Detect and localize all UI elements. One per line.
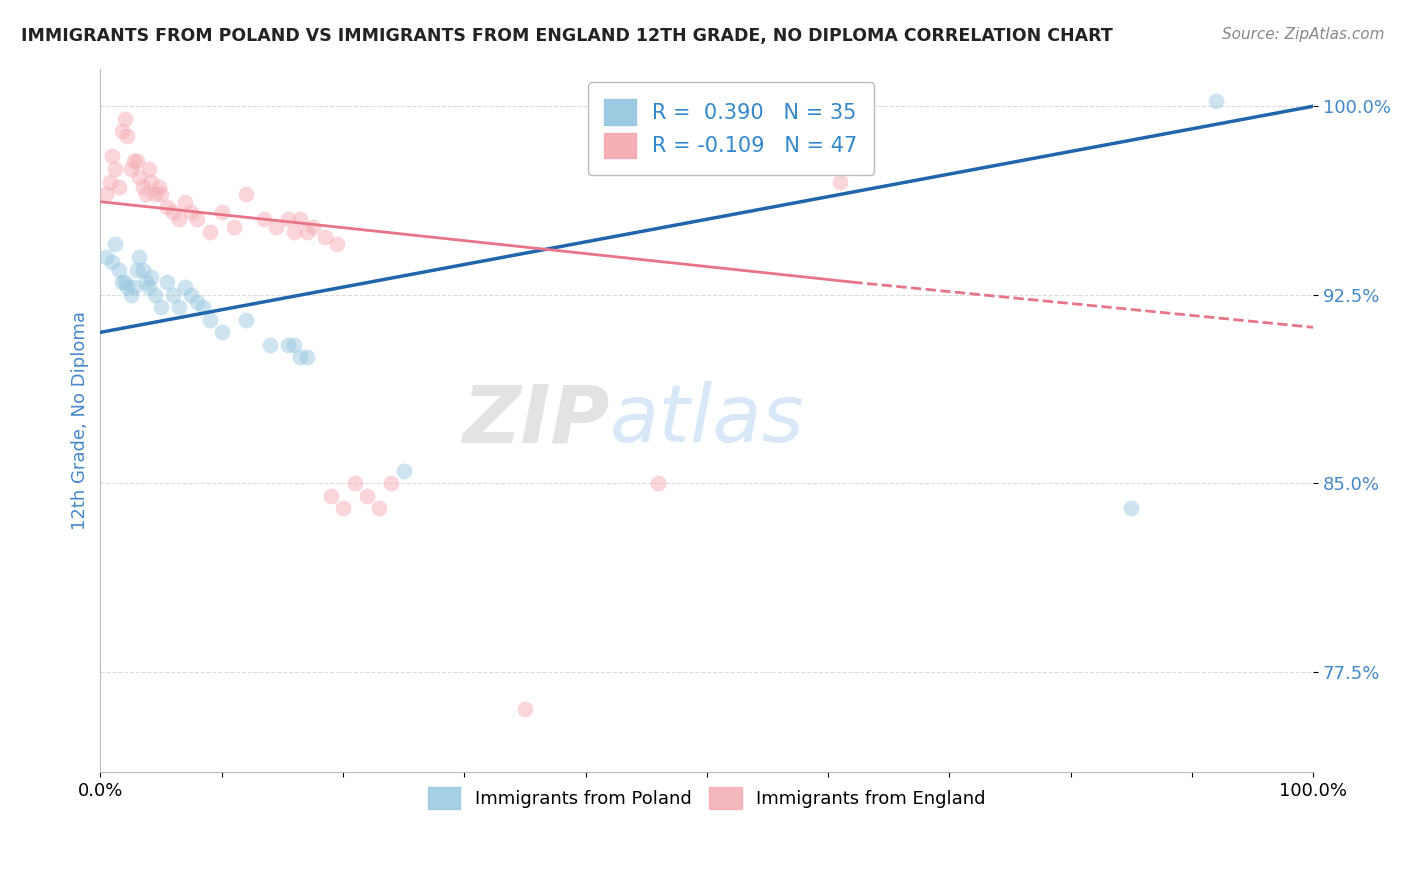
Point [332, 501, 354, 516]
Point [186, 295, 208, 310]
Point [114, 112, 136, 126]
Point [143, 287, 166, 301]
Point [120, 161, 142, 176]
Point [253, 212, 276, 227]
Point [174, 280, 197, 294]
Point [513, 702, 536, 716]
Point [259, 338, 281, 352]
Point [392, 464, 415, 478]
Point [104, 237, 127, 252]
Point [125, 154, 148, 169]
Point [138, 280, 160, 294]
Point [277, 338, 299, 352]
Point [235, 313, 257, 327]
Point [125, 262, 148, 277]
Point [135, 275, 157, 289]
Point [283, 338, 305, 352]
Point [235, 187, 257, 202]
Point [198, 313, 221, 327]
Point [107, 179, 129, 194]
Point [111, 124, 134, 138]
Point [156, 200, 179, 214]
Legend: Immigrants from Poland, Immigrants from England: Immigrants from Poland, Immigrants from … [420, 780, 993, 816]
Point [167, 212, 190, 227]
Point [141, 175, 163, 189]
Point [319, 489, 342, 503]
Point [180, 204, 202, 219]
Point [180, 287, 202, 301]
Point [314, 230, 336, 244]
Point [143, 187, 166, 202]
Point [150, 187, 173, 202]
Point [647, 476, 669, 491]
Point [1121, 501, 1143, 516]
Point [128, 250, 150, 264]
Point [156, 275, 179, 289]
Point [290, 351, 312, 365]
Point [290, 212, 312, 227]
Text: atlas: atlas [610, 381, 804, 459]
Point [96, 187, 118, 202]
Point [295, 225, 318, 239]
Text: IMMIGRANTS FROM POLAND VS IMMIGRANTS FROM ENGLAND 12TH GRADE, NO DIPLOMA CORRELA: IMMIGRANTS FROM POLAND VS IMMIGRANTS FRO… [21, 27, 1112, 45]
Point [198, 225, 221, 239]
Point [295, 351, 318, 365]
Point [120, 287, 142, 301]
Point [301, 219, 323, 234]
Point [141, 270, 163, 285]
Point [101, 255, 124, 269]
Point [148, 179, 170, 194]
Point [193, 300, 215, 314]
Point [211, 204, 233, 219]
Point [150, 300, 173, 314]
Point [186, 212, 208, 227]
Point [124, 154, 146, 169]
Y-axis label: 12th Grade, No Diploma: 12th Grade, No Diploma [72, 310, 89, 530]
Point [96, 250, 118, 264]
Point [1205, 94, 1227, 108]
Point [344, 476, 367, 491]
Point [114, 275, 136, 289]
Point [283, 225, 305, 239]
Point [115, 280, 138, 294]
Point [162, 287, 184, 301]
Point [380, 476, 402, 491]
Point [222, 219, 245, 234]
Point [124, 280, 146, 294]
Point [167, 300, 190, 314]
Point [368, 501, 391, 516]
Text: Source: ZipAtlas.com: Source: ZipAtlas.com [1222, 27, 1385, 42]
Point [326, 237, 349, 252]
Point [98, 175, 121, 189]
Point [104, 161, 127, 176]
Point [132, 179, 155, 194]
Point [111, 275, 134, 289]
Point [264, 219, 287, 234]
Point [277, 212, 299, 227]
Point [135, 187, 157, 202]
Point [211, 326, 233, 340]
Point [132, 262, 155, 277]
Point [162, 204, 184, 219]
Point [101, 149, 124, 163]
Point [107, 262, 129, 277]
Point [174, 194, 197, 209]
Point [356, 489, 378, 503]
Point [138, 161, 160, 176]
Point [115, 129, 138, 144]
Point [128, 169, 150, 184]
Point [830, 175, 852, 189]
Text: ZIP: ZIP [463, 381, 610, 459]
